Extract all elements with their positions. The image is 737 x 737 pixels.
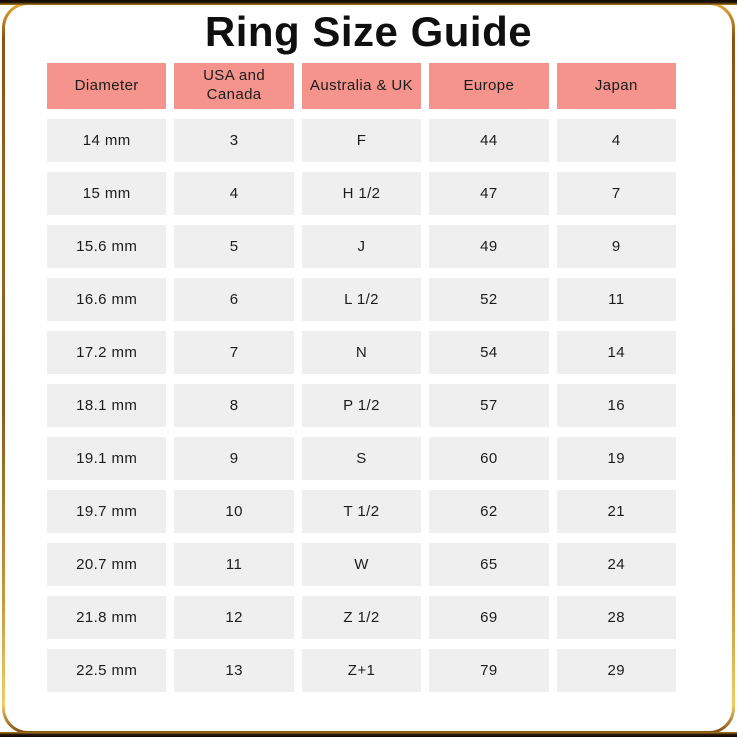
table-cell: 52: [429, 278, 549, 321]
top-edge-strip: [0, 0, 737, 5]
table-cell: 13: [174, 649, 294, 692]
table-cell: S: [301, 437, 422, 480]
column-header-europe: Europe: [429, 63, 549, 109]
table-cell: 28: [556, 596, 676, 639]
table-cell: N: [301, 331, 422, 374]
table-cell: 20.7 mm: [47, 543, 167, 586]
table-cell: 15 mm: [47, 172, 167, 215]
table-cell: 65: [429, 543, 549, 586]
table-cell: 7: [174, 331, 294, 374]
table-cell: 47: [429, 172, 549, 215]
table-cell: 10: [174, 490, 294, 533]
table-cell: 15.6 mm: [47, 225, 167, 268]
table-cell: 21.8 mm: [47, 596, 167, 639]
column-header-diameter: Diameter: [47, 63, 167, 109]
table-cell: 16.6 mm: [47, 278, 167, 321]
column-header-usa-and-canada: USA and Canada: [174, 63, 294, 109]
table-cell: 4: [556, 119, 676, 162]
table-cell: 69: [429, 596, 549, 639]
table-cell: L 1/2: [301, 278, 422, 321]
table-cell: 19.1 mm: [47, 437, 167, 480]
table-cell: 49: [429, 225, 549, 268]
table-cell: T 1/2: [301, 490, 422, 533]
table-cell: 7: [556, 172, 676, 215]
table-cell: P 1/2: [301, 384, 422, 427]
page-title: Ring Size Guide: [204, 8, 533, 55]
table-cell: 9: [556, 225, 676, 268]
table-cell: 16: [556, 384, 676, 427]
table-cell: 5: [174, 225, 294, 268]
table-cell: Z 1/2: [301, 596, 422, 639]
column-header-japan: Japan: [556, 63, 676, 109]
table-cell: 11: [174, 543, 294, 586]
table-cell: 62: [429, 490, 549, 533]
bottom-edge-strip: [0, 732, 737, 737]
table-cell: F: [301, 119, 422, 162]
table-cell: 18.1 mm: [47, 384, 167, 427]
table-cell: 14: [556, 331, 676, 374]
table-cell: 24: [556, 543, 676, 586]
table-cell: 9: [174, 437, 294, 480]
table-cell: J: [301, 225, 422, 268]
table-cell: 60: [429, 437, 549, 480]
table-cell: 21: [556, 490, 676, 533]
table-cell: 3: [174, 119, 294, 162]
column-header-australia-uk: Australia & UK: [301, 63, 422, 109]
table-cell: 14 mm: [47, 119, 167, 162]
table-cell: 22.5 mm: [47, 649, 167, 692]
table-cell: 4: [174, 172, 294, 215]
ring-size-table: Diameter USA and Canada Australia & UK Euro…: [47, 63, 676, 692]
table-cell: 54: [429, 331, 549, 374]
table-cell: 44: [429, 119, 549, 162]
table-cell: 12: [174, 596, 294, 639]
table-cell: 11: [556, 278, 676, 321]
table-cell: H 1/2: [301, 172, 422, 215]
table-cell: 57: [429, 384, 549, 427]
table-cell: 6: [174, 278, 294, 321]
table-cell: 29: [556, 649, 676, 692]
table-cell: 17.2 mm: [47, 331, 167, 374]
table-cell: 79: [429, 649, 549, 692]
table-cell: 19: [556, 437, 676, 480]
table-cell: W: [301, 543, 422, 586]
table-cell: 19.7 mm: [47, 490, 167, 533]
table-cell: Z+1: [301, 649, 422, 692]
table-cell: 8: [174, 384, 294, 427]
